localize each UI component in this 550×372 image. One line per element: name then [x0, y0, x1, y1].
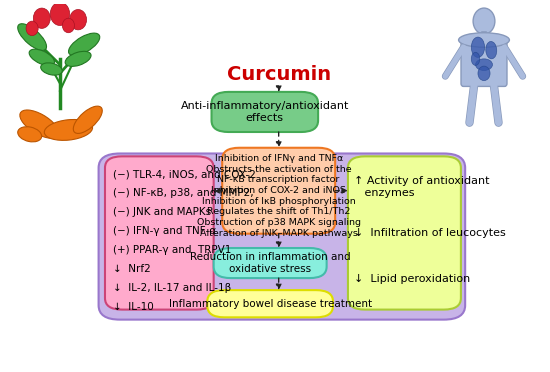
Text: Inhibition of IκB phosphorylation: Inhibition of IκB phosphorylation [202, 197, 355, 206]
Ellipse shape [20, 110, 59, 138]
Text: ↓  IL-10: ↓ IL-10 [113, 302, 153, 312]
FancyBboxPatch shape [348, 156, 461, 310]
Circle shape [70, 10, 86, 30]
Text: (−) JNK and MAPKs: (−) JNK and MAPKs [113, 207, 211, 217]
Text: ↓  IL-2, IL-17 and IL-1β: ↓ IL-2, IL-17 and IL-1β [113, 283, 231, 294]
Text: NF-κB transcription factor: NF-κB transcription factor [217, 175, 340, 185]
Circle shape [34, 8, 50, 28]
Circle shape [26, 21, 38, 36]
Text: Regulates the shift of Th1/Th2: Regulates the shift of Th1/Th2 [207, 207, 350, 216]
Text: Alteration of JNK–MAPK pathways: Alteration of JNK–MAPK pathways [200, 228, 358, 238]
Ellipse shape [29, 49, 54, 65]
Ellipse shape [73, 106, 102, 134]
Text: ↓  Lipid peroxidation: ↓ Lipid peroxidation [354, 274, 471, 284]
Text: (−) TLR-4, iNOS, and COX-2: (−) TLR-4, iNOS, and COX-2 [113, 169, 256, 179]
FancyBboxPatch shape [222, 148, 335, 234]
Ellipse shape [471, 37, 485, 57]
Text: ↑ Activity of antioxidant
   enzymes: ↑ Activity of antioxidant enzymes [354, 176, 490, 198]
Text: Inhibition of IFNγ and TNFα: Inhibition of IFNγ and TNFα [214, 154, 343, 163]
FancyBboxPatch shape [105, 156, 213, 310]
Text: (−) NF-κB, p38, and MMP2,: (−) NF-κB, p38, and MMP2, [113, 188, 254, 198]
Text: Anti-inflammatory/antioxidant
effects: Anti-inflammatory/antioxidant effects [180, 101, 349, 123]
Text: (+) PPAR-γ and  TRPV1: (+) PPAR-γ and TRPV1 [113, 246, 231, 255]
Text: Inhibition of COX-2 and iNOS: Inhibition of COX-2 and iNOS [211, 186, 346, 195]
Ellipse shape [69, 33, 100, 55]
Ellipse shape [18, 24, 47, 51]
Ellipse shape [18, 127, 42, 142]
Ellipse shape [45, 119, 92, 140]
Ellipse shape [459, 33, 509, 47]
Text: Obstructs the activation of the: Obstructs the activation of the [206, 165, 351, 174]
Text: (−) IFN-γ and TNF-α: (−) IFN-γ and TNF-α [113, 226, 216, 236]
Circle shape [50, 2, 70, 25]
Text: Inflammatory bowel disease treatment: Inflammatory bowel disease treatment [169, 299, 372, 309]
Ellipse shape [41, 63, 62, 75]
Text: ↓  Nrf2: ↓ Nrf2 [113, 264, 150, 275]
Ellipse shape [471, 52, 480, 65]
Text: Obstruction of p38 MAPK signaling: Obstruction of p38 MAPK signaling [197, 218, 361, 227]
FancyBboxPatch shape [213, 248, 327, 278]
Ellipse shape [478, 66, 490, 81]
FancyBboxPatch shape [98, 154, 465, 320]
FancyBboxPatch shape [212, 92, 318, 132]
Circle shape [473, 8, 495, 34]
Circle shape [62, 18, 74, 33]
FancyBboxPatch shape [461, 37, 507, 86]
Text: ↓  Infiltration of leucocytes: ↓ Infiltration of leucocytes [354, 228, 506, 238]
FancyBboxPatch shape [207, 290, 333, 317]
Ellipse shape [476, 59, 492, 70]
Text: Curcumin: Curcumin [227, 65, 331, 84]
Ellipse shape [486, 41, 497, 59]
Text: Reduction in inflammation and
oxidative stress: Reduction in inflammation and oxidative … [190, 252, 350, 274]
Ellipse shape [65, 51, 91, 66]
